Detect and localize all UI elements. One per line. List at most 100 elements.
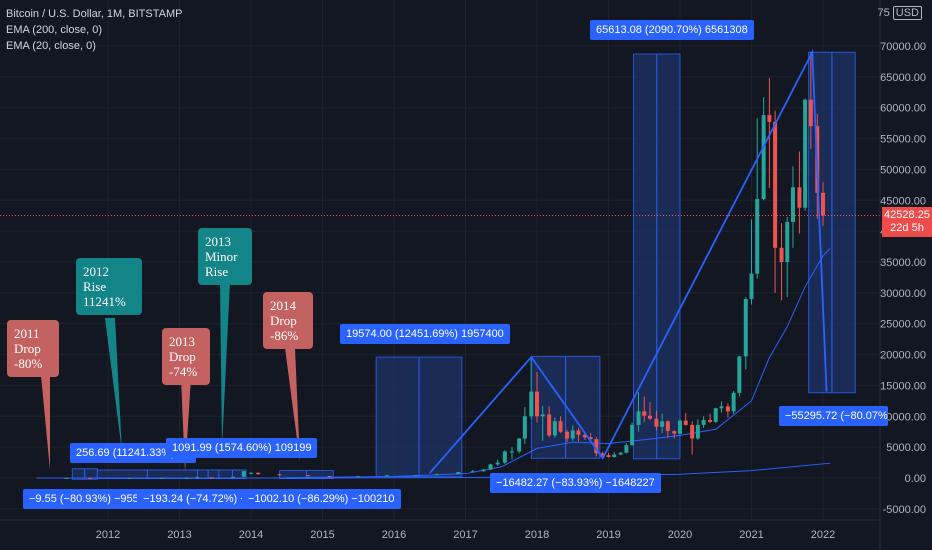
candle-body bbox=[594, 439, 599, 454]
candle-body bbox=[552, 421, 557, 436]
y-tick-label: 45000.00 bbox=[880, 195, 926, 207]
measure-label-2012[interactable]: 256.69 (11241.33%) 25 bbox=[70, 443, 197, 463]
candle-body bbox=[790, 187, 795, 222]
callout-pointer bbox=[285, 348, 300, 462]
candle-body bbox=[249, 472, 253, 474]
measure-label-2014-drop[interactable]: −1002.10 (−86.29%) −100210 bbox=[242, 489, 401, 509]
candle-body bbox=[256, 472, 261, 475]
candle-body bbox=[708, 419, 713, 422]
y-tick-label: 35000.00 bbox=[880, 257, 926, 269]
candle-body bbox=[755, 199, 760, 274]
candle-body bbox=[612, 454, 617, 458]
candle-body bbox=[600, 453, 605, 456]
candle-body bbox=[642, 411, 647, 416]
callout-pointer bbox=[220, 282, 230, 448]
candle-body bbox=[231, 476, 236, 478]
candle-body bbox=[797, 187, 802, 208]
y-tick-label: 5000.00 bbox=[886, 442, 926, 454]
y-tick-label: 60000.00 bbox=[880, 103, 926, 115]
ema200-legend[interactable]: EMA (200, close, 0) bbox=[6, 24, 102, 36]
x-tick-label: 2015 bbox=[310, 529, 334, 541]
candle-body bbox=[785, 221, 790, 262]
callout-2012-rise[interactable]: 2012 Rise 11241% bbox=[76, 258, 142, 315]
measure-label-2011[interactable]: −9.55 (−80.93%) −955 bbox=[23, 489, 145, 509]
candle-body bbox=[434, 474, 439, 476]
chart-legend: Bitcoin / U.S. Dollar, 1M, BITSTAMP EMA … bbox=[6, 6, 182, 54]
x-tick-label: 2018 bbox=[525, 529, 549, 541]
x-tick-label: 2022 bbox=[811, 529, 835, 541]
candle-body bbox=[456, 472, 461, 475]
candle-body bbox=[88, 477, 93, 479]
measure-label-2018-drop[interactable]: −16482.27 (−83.93%) −1648227 bbox=[490, 473, 661, 493]
candle-body bbox=[470, 471, 475, 473]
x-tick-label: 2016 bbox=[382, 529, 406, 541]
candle-body bbox=[678, 420, 682, 434]
symbol-title[interactable]: Bitcoin / U.S. Dollar, 1M, BITSTAMP bbox=[6, 8, 183, 20]
candle-body bbox=[547, 414, 552, 436]
candle-body bbox=[803, 99, 808, 208]
candle-body bbox=[647, 415, 652, 419]
candle-body bbox=[184, 477, 189, 479]
candle-body bbox=[660, 421, 665, 427]
x-tick-label: 2017 bbox=[453, 529, 477, 541]
last-price-tag: 42528.25 22d 5h bbox=[882, 207, 932, 237]
candle-body bbox=[558, 421, 563, 432]
candle-body bbox=[606, 455, 611, 458]
candle-body bbox=[306, 475, 311, 477]
candle-body bbox=[618, 452, 623, 455]
candle-body bbox=[529, 391, 534, 417]
measure-label-2013-rise[interactable]: 1091.99 (1574.60%) 109199 bbox=[166, 438, 318, 458]
y-tick-label: 70000.00 bbox=[880, 41, 926, 53]
candle-body bbox=[64, 477, 69, 479]
last-price-value: 42528.25 bbox=[884, 209, 930, 221]
candle-body bbox=[767, 115, 772, 122]
candle-body bbox=[821, 192, 825, 216]
candle-body bbox=[413, 475, 418, 477]
callout-2013-minor-rise[interactable]: 2013 Minor Rise bbox=[198, 228, 252, 285]
candle-body bbox=[509, 451, 514, 453]
measure-label-2017-rise[interactable]: 19574.00 (12451.69%) 1957400 bbox=[340, 324, 510, 344]
candle-body bbox=[535, 391, 539, 417]
ema20-legend[interactable]: EMA (20, close, 0) bbox=[6, 40, 96, 52]
candle-body bbox=[517, 438, 522, 452]
candle-body bbox=[743, 299, 748, 357]
candle-body bbox=[127, 477, 132, 479]
y-tick-label: 15000.00 bbox=[880, 380, 926, 392]
x-tick-label: 2020 bbox=[668, 529, 692, 541]
candle-body bbox=[636, 411, 641, 425]
candle-body bbox=[761, 115, 766, 200]
candle-body bbox=[209, 477, 214, 479]
candle-body bbox=[522, 416, 527, 439]
candle-body bbox=[195, 477, 200, 479]
candle-body bbox=[481, 469, 486, 472]
y-tick-label: 65000.00 bbox=[880, 72, 926, 84]
candle-body bbox=[808, 99, 813, 127]
currency-selector[interactable]: 75 USD bbox=[877, 6, 922, 20]
candle-body bbox=[713, 408, 718, 422]
candle-body bbox=[384, 475, 389, 477]
candle-body bbox=[565, 431, 570, 439]
measure-label-2021-rise[interactable]: 65613.08 (2090.70%) 6561308 bbox=[590, 20, 754, 40]
candle-body bbox=[488, 464, 493, 470]
measure-label-2022-drop[interactable]: −55295.72 (−80.07%) −5 bbox=[779, 406, 888, 426]
candle-body bbox=[502, 451, 507, 463]
callout-2014-drop[interactable]: 2014 Drop -86% bbox=[263, 292, 313, 349]
candle-body bbox=[725, 406, 730, 412]
candle-body bbox=[356, 476, 361, 478]
callout-2011-drop[interactable]: 2011 Drop -80% bbox=[7, 320, 59, 377]
candle-body bbox=[327, 476, 332, 478]
x-tick-label: 2014 bbox=[239, 529, 263, 541]
callout-2013-drop[interactable]: 2013 Drop -74% bbox=[162, 328, 210, 385]
x-tick-label: 2019 bbox=[596, 529, 620, 541]
x-tick-label: 2021 bbox=[739, 529, 763, 541]
candle-body bbox=[576, 430, 581, 435]
candle-body bbox=[731, 392, 736, 412]
candle-body bbox=[159, 477, 164, 479]
candle-body bbox=[665, 421, 670, 432]
candle-body bbox=[540, 414, 545, 417]
y-tick-label: 25000.00 bbox=[880, 319, 926, 331]
x-tick-label: 2013 bbox=[167, 529, 191, 541]
y-tick-label: 50000.00 bbox=[880, 164, 926, 176]
